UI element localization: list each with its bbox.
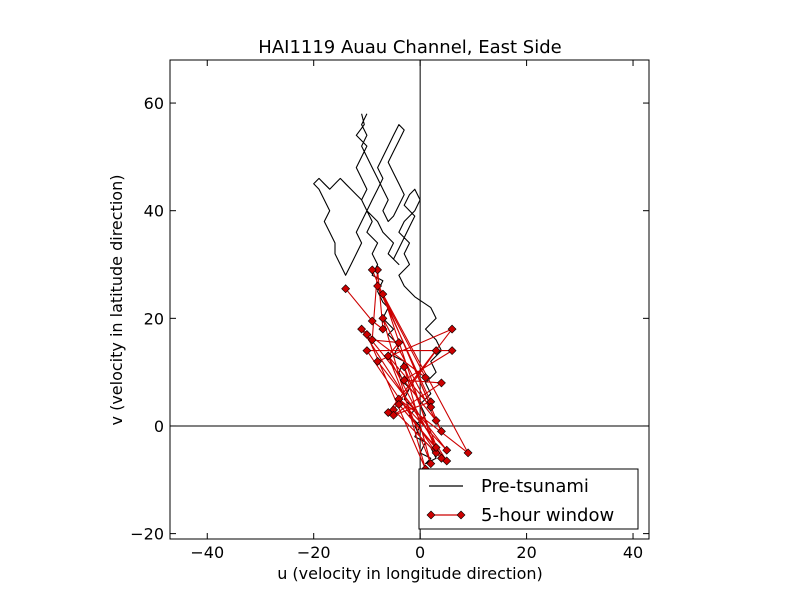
x-tick-label: 0 [415, 543, 425, 562]
plot-frame [169, 59, 650, 540]
series-2-point [431, 416, 441, 426]
series-2-point [383, 351, 393, 361]
series-2-point [399, 362, 409, 372]
series-2-point [341, 284, 351, 294]
x-tick-label: 40 [623, 543, 643, 562]
series-2-point [447, 324, 457, 334]
series-2-point [394, 400, 404, 409]
series-2-point [378, 324, 388, 334]
series-2-point [426, 459, 436, 469]
legend-label-1: Pre-tsunami [481, 476, 589, 497]
series-2-point [426, 402, 436, 412]
series-2-point [367, 335, 377, 345]
series-2-point [367, 316, 377, 326]
series-2-point [442, 456, 452, 466]
x-axis-label: u (velocity in longitude direction) [277, 564, 543, 583]
series-2-point [431, 448, 441, 458]
series-2-point [367, 265, 377, 275]
legend-marker-2 [456, 510, 466, 520]
legend-box [418, 468, 639, 530]
y-tick-label: 40 [144, 202, 164, 221]
y-tick-label: 60 [144, 94, 164, 113]
series-2-point [463, 448, 473, 458]
legend-label-2: 5-hour window [481, 505, 614, 526]
series-2-point [362, 346, 372, 356]
x-tick-label: −20 [297, 543, 331, 562]
y-tick-label: 20 [144, 309, 164, 328]
series-2-point [421, 373, 430, 382]
y-tick-label: 0 [154, 417, 164, 436]
series-2-point [389, 410, 398, 420]
series-2-point [431, 443, 441, 452]
series-2-point [394, 338, 404, 347]
series-2-point [399, 375, 409, 385]
x-tick-label: −40 [190, 543, 224, 562]
series-2-point [437, 378, 446, 388]
series-2-point [373, 281, 382, 291]
series-2-point [373, 356, 382, 366]
series-2-point [437, 426, 446, 436]
series-group [313, 113, 473, 474]
y-tick-label: −20 [130, 525, 164, 544]
x-tick-label: 20 [516, 543, 536, 562]
legend-marker-2 [426, 510, 436, 520]
series-2-point [378, 289, 388, 299]
series-line-2 [345, 269, 469, 470]
series-2-point [431, 346, 441, 356]
legend: Pre-tsunami 5-hour window [418, 468, 639, 530]
series-2-point [447, 346, 457, 356]
series-2-point [378, 313, 388, 323]
y-axis-label: v (velocity in latitude direction) [107, 175, 126, 426]
chart-title: HAI1119 Auau Channel, East Side [258, 37, 561, 58]
series-2-point [357, 324, 367, 334]
series-2-point [442, 445, 452, 455]
plot-area: −40 −20 0 20 40 −20 0 20 40 60 [130, 59, 650, 562]
series-2-point [362, 330, 372, 339]
